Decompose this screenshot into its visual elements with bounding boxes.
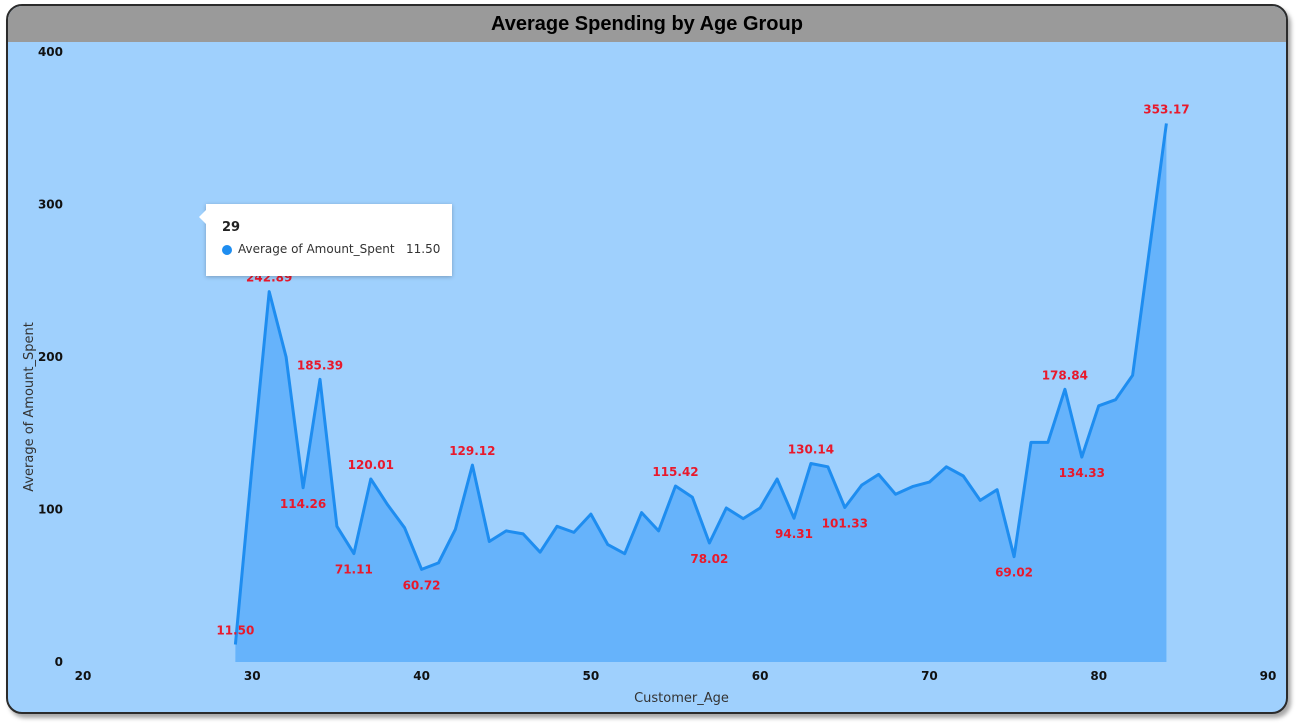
data-label: 178.84 [1042,368,1088,382]
x-tick-label: 90 [1260,669,1277,683]
data-point [1029,440,1033,444]
y-tick-label: 300 [38,198,63,212]
data-point [690,495,694,499]
data-tooltip: 29 Average of Amount_Spent 11.50 [199,204,452,276]
data-point [826,465,830,469]
data-point [555,524,559,528]
data-point [809,462,813,466]
data-point [1097,404,1101,408]
data-point [944,465,948,469]
data-point [267,290,271,294]
data-point [640,511,644,515]
data-point [1080,455,1084,459]
data-point [504,529,508,533]
data-point [1063,387,1067,391]
x-tick-label: 20 [75,669,92,683]
x-tick-label: 50 [583,669,600,683]
y-tick-label: 0 [55,655,63,669]
data-point [894,492,898,496]
data-point [369,477,373,481]
x-tick-label: 40 [413,669,430,683]
x-tick-label: 30 [244,669,261,683]
data-label: 60.72 [403,578,441,592]
data-label: 101.33 [822,516,868,530]
data-point [707,541,711,545]
data-point [860,483,864,487]
data-label: 11.50 [216,623,254,637]
data-point [437,561,441,565]
y-axis-title: Average of Amount_Spent [22,322,37,492]
chart-card: Average Spending by Age Group 0 100 200 300… [6,4,1288,714]
data-point [470,463,474,467]
data-point [1131,373,1135,377]
data-point [521,532,525,536]
data-point [386,503,390,507]
data-point [961,474,965,478]
series-area [235,123,1167,662]
data-label: 353.17 [1143,102,1189,116]
data-point [301,486,305,490]
data-point [538,550,542,554]
data-label: 120.01 [348,458,394,472]
series-line [233,123,1168,645]
data-point [420,567,424,571]
data-label: 134.33 [1059,466,1105,480]
data-point [792,516,796,520]
data-point [843,506,847,510]
data-point [453,527,457,531]
area-chart[interactable]: 0 100 200 300 400 20 30 40 50 60 70 80 90 Customer_Ag… [8,6,1286,712]
y-tick-label: 200 [38,350,63,364]
data-label: 115.42 [652,465,698,479]
data-point [589,512,593,516]
data-point [775,477,779,481]
data-point [250,462,254,466]
y-tick-label: 400 [38,45,63,59]
tooltip-value: 11.50 [406,242,441,256]
data-point [1046,440,1050,444]
data-label: 69.02 [995,566,1033,580]
data-point [606,543,610,547]
tooltip-title: 29 [222,220,241,235]
data-label: 114.26 [280,497,326,511]
x-tick-label: 80 [1090,669,1107,683]
data-point [403,526,407,530]
data-point [352,552,356,556]
chart-title: Average Spending by Age Group [491,13,803,35]
x-tick-label: 60 [752,669,769,683]
data-point [572,530,576,534]
data-point [335,524,339,528]
data-point [978,498,982,502]
data-label: 129.12 [449,444,495,458]
data-label: 71.11 [335,563,373,577]
data-point [623,552,627,556]
x-tick-label: 70 [921,669,938,683]
tooltip-series-label: Average of Amount_Spent [238,242,395,256]
x-axis-title: Customer_Age [634,691,729,706]
data-point [1114,398,1118,402]
data-point [927,480,931,484]
data-point [657,529,661,533]
data-label: 185.39 [297,358,343,372]
data-point [995,488,999,492]
title-bar: Average Spending by Age Group [8,6,1286,42]
data-point [1012,555,1016,559]
data-point [284,355,288,359]
data-point [911,485,915,489]
data-point [877,472,881,476]
data-point [674,484,678,488]
data-point [741,517,745,521]
data-point [724,506,728,510]
legend-dot-icon [222,245,232,255]
data-point [1164,121,1168,125]
y-tick-label: 100 [38,503,63,517]
data-point [487,540,491,544]
data-point [758,506,762,510]
data-label: 94.31 [775,527,813,541]
data-label: 78.02 [690,552,728,566]
data-point [318,377,322,381]
data-label: 130.14 [788,443,834,457]
data-point [233,643,237,647]
